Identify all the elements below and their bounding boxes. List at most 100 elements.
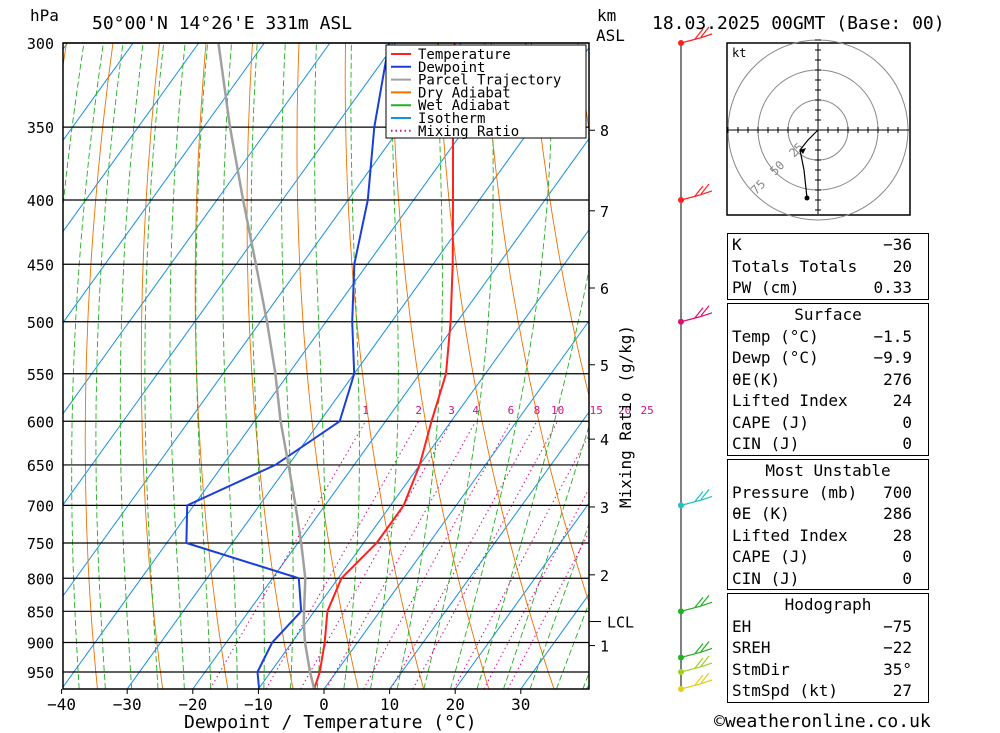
pressure-tick-label: 550	[27, 366, 54, 384]
wet-adiabat-line	[314, 43, 326, 689]
dry-adiabat-line	[484, 43, 589, 604]
legend-label: Temperature	[418, 47, 511, 63]
km-tick-label: 7	[600, 203, 609, 221]
k-index-value: −36	[883, 235, 912, 254]
eh-value: −75	[883, 616, 912, 636]
mu-cape-row: CAPE (J) 0	[728, 546, 928, 568]
mu-pressure-row: Pressure (mb) 700	[728, 482, 928, 504]
storm-motion-arrow	[800, 148, 806, 154]
mixing-ratio-axis-title: Mixing Ratio (g/kg)	[616, 325, 635, 508]
wet-adiabat-line	[95, 43, 124, 689]
wind-barb	[680, 26, 713, 44]
dry-adiabat-line	[194, 43, 229, 689]
hodograph-end-dot	[804, 195, 810, 201]
pressure-tick-label: 950	[27, 664, 54, 682]
surface-cape-row: CAPE (J) 0	[728, 412, 928, 434]
mixing-ratio-label: 8	[534, 404, 541, 417]
dry-adiabat-line	[437, 43, 555, 689]
datetime-title: 18.03.2025 00GMT (Base: 00)	[652, 13, 945, 34]
wet-adiabat-line	[119, 43, 144, 689]
hodograph-table-title: Hodograph	[784, 595, 872, 614]
dry-adiabat-line	[246, 43, 294, 689]
isotherm-line	[63, 43, 462, 597]
temperature-tick-label: 20	[446, 695, 465, 714]
mixing-ratio-line	[507, 531, 589, 689]
wet-adiabat-line	[476, 267, 589, 689]
legend-label: Dry Adiabat	[418, 85, 511, 101]
pw-value: 0.33	[873, 278, 912, 297]
mixing-ratio-label: 2	[415, 404, 422, 417]
dry-adiabat-line	[140, 43, 164, 689]
surface-cin-row: CIN (J) 0	[728, 433, 928, 455]
surface-theta-value: 276	[883, 369, 912, 389]
isotherm-line	[63, 43, 134, 142]
surface-cape-label: CAPE (J)	[732, 412, 810, 432]
k-index-row: K −36	[728, 234, 928, 256]
temperature-tick-label: −40	[47, 695, 76, 714]
copyright-link[interactable]: ©weatheronline.co.uk	[714, 711, 931, 732]
surface-table: Surface Temp (°C) −1.5 Dewp (°C) −9.9 θE(K…	[727, 303, 929, 456]
sreh-row: SREH −22	[728, 637, 928, 659]
sreh-value: −22	[883, 638, 912, 657]
parcel-trajectory-profile-line	[217, 43, 316, 689]
stmspd-row: StmSpd (kt) 27	[728, 680, 928, 702]
surface-dewp-value: −9.9	[873, 348, 912, 367]
legend-label: Mixing Ratio	[418, 124, 519, 140]
km-unit-label: km	[597, 6, 616, 25]
pw-label: PW (cm)	[732, 278, 800, 297]
plot-frame	[62, 42, 590, 690]
pressure-tick-label: 800	[27, 570, 54, 588]
hodograph-table: Hodograph EH −75 SREH −22 StmDir 35° StmSpd…	[727, 593, 929, 703]
surface-dewp-label: Dewp (°C)	[732, 348, 819, 367]
temperature-tick-label: 10	[380, 695, 399, 714]
isotherm-line	[257, 228, 589, 689]
isotherm-line	[323, 320, 589, 689]
pressure-tick-label: 450	[27, 256, 54, 274]
mu-li-value: 28	[892, 525, 912, 545]
mixing-ratio-line	[265, 421, 420, 689]
temperature-profile-line	[313, 43, 456, 689]
legend-label: Parcel Trajectory	[418, 73, 561, 89]
isotherm-line	[63, 43, 528, 688]
x-axis-title: Dewpoint / Temperature (°C)	[184, 712, 477, 733]
hpa-unit-label: hPa	[30, 6, 59, 25]
mu-pressure-label: Pressure (mb)	[732, 482, 858, 502]
wind-barb	[680, 655, 713, 673]
stmdir-row: StmDir 35°	[728, 659, 928, 681]
wind-barb	[680, 489, 713, 506]
mu-cape-label: CAPE (J)	[732, 547, 810, 566]
most-unstable-table: Most Unstable Pressure (mb) 700 θE (K) 286…	[727, 459, 929, 590]
wet-adiabat-line	[370, 43, 399, 689]
wind-barb	[680, 305, 713, 323]
pw-row: PW (cm) 0.33	[728, 277, 928, 299]
eh-label: EH	[732, 616, 752, 636]
wet-adiabat-line	[396, 43, 443, 689]
pressure-tick-label: 350	[27, 119, 54, 137]
sreh-label: SREH	[732, 638, 771, 657]
dry-adiabat-line	[530, 43, 589, 398]
wet-adiabat-line	[281, 43, 294, 689]
isotherm-line	[0, 43, 2, 689]
mu-li-row: Lifted Index 28	[728, 525, 928, 547]
surface-temp-row: Temp (°C) −1.5	[728, 326, 928, 348]
pressure-tick-label: 400	[27, 192, 54, 210]
legend-label: Isotherm	[418, 111, 485, 127]
dewpoint-profile-line	[185, 43, 390, 689]
pressure-tick-label: 500	[27, 314, 54, 332]
mixing-ratio-label: 1	[362, 404, 369, 417]
pressure-tick-label: 750	[27, 535, 54, 553]
surface-cape-value: 0	[902, 412, 912, 432]
indices-table: K −36 Totals Totals 20 PW (cm) 0.33	[727, 233, 929, 300]
dry-adiabat-line	[950, 43, 1000, 689]
mixing-ratio-line	[363, 421, 512, 689]
mixing-ratio-label: 3	[448, 404, 455, 417]
temperature-tick-label: −20	[178, 695, 207, 714]
pressure-tick-label: 900	[27, 635, 54, 653]
wet-adiabat-line	[503, 424, 589, 689]
wet-adiabat-line	[71, 43, 104, 689]
mixing-ratio-line	[453, 433, 589, 689]
wet-adiabat-line	[250, 43, 265, 689]
most-unstable-title: Most Unstable	[765, 461, 891, 480]
